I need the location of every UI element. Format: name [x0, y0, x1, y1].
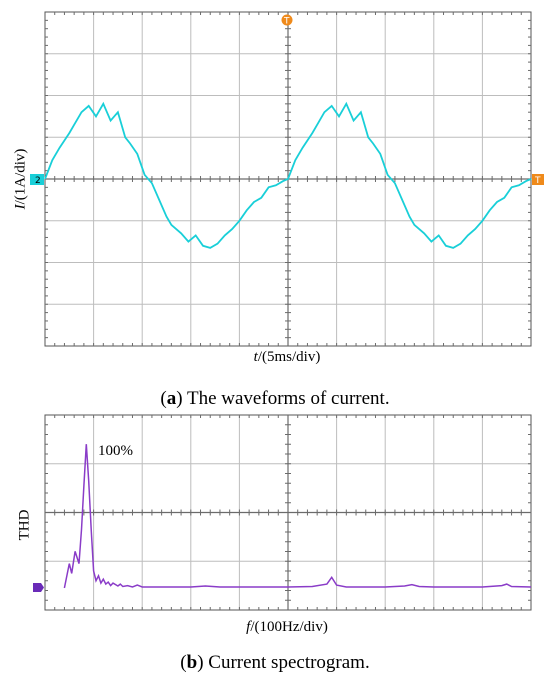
y-axis-label: THD [16, 509, 33, 541]
current-waveform-chart: 2 T T [30, 11, 544, 347]
x-axis-label: f/(100Hz/div) [246, 619, 328, 635]
svg-text:2: 2 [35, 176, 41, 186]
trigger-marker-right: T [532, 174, 544, 186]
spectrogram-chart: 100% [33, 414, 532, 611]
trigger-marker-top: T [281, 14, 293, 27]
svg-text:T: T [283, 17, 290, 27]
channel-2-marker: 2 [30, 174, 44, 186]
y-axis-label: I/(1A/div) [12, 148, 29, 210]
caption-a: (a) The waveforms of current. [160, 388, 390, 409]
grid [45, 415, 531, 610]
current-waveform-line [44, 101, 532, 249]
caption-b: (b) Current spectrogram. [180, 652, 370, 673]
annotation-100-percent: 100% [98, 443, 133, 459]
svg-text:T: T [534, 176, 541, 186]
spectrum-line [63, 444, 532, 589]
x-axis-label: t/(5ms/div) [253, 349, 321, 365]
spectrum-baseline-marker [33, 583, 44, 592]
